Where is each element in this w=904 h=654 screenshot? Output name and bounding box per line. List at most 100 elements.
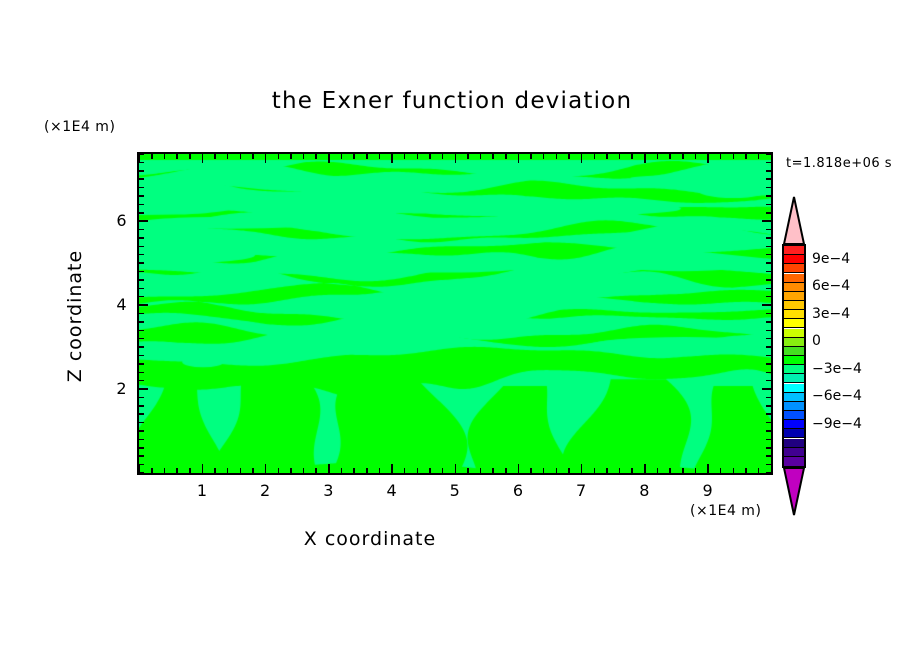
- x-tick-minor: [555, 468, 558, 473]
- y-tick-minor: [139, 203, 144, 206]
- x-tick-minor: [290, 154, 292, 159]
- x-tick-minor: [264, 464, 267, 473]
- colorbar-band: [784, 356, 804, 366]
- x-tick-minor: [226, 468, 229, 473]
- colorbar-band: [784, 337, 804, 347]
- x-tick-minor: [391, 464, 393, 473]
- y-tick-minor: [766, 203, 771, 206]
- x-tick-minor: [618, 154, 621, 159]
- y-tick-minor: [139, 220, 148, 222]
- x-tick-label: 1: [196, 481, 208, 500]
- x-tick-minor: [214, 468, 216, 473]
- x-tick-minor: [682, 468, 684, 473]
- colorbar-band: [784, 411, 804, 421]
- y-tick-minor: [766, 371, 771, 373]
- x-tick-minor: [429, 468, 431, 473]
- x-tick-minor: [745, 468, 747, 473]
- y-tick-label: 4: [116, 295, 127, 315]
- y-tick-minor: [766, 379, 771, 382]
- y-tick-minor: [139, 354, 144, 357]
- x-tick-minor: [366, 468, 368, 473]
- contour-field: [139, 154, 771, 473]
- x-tick-minor: [542, 154, 545, 159]
- x-tick-minor: [555, 154, 558, 159]
- y-tick-minor: [139, 295, 144, 298]
- x-tick-minor: [644, 154, 646, 163]
- x-tick-minor: [315, 468, 317, 473]
- x-tick-minor: [719, 154, 722, 159]
- x-tick-minor: [505, 154, 507, 159]
- x-tick-label: 9: [702, 481, 714, 500]
- y-tick-minor: [766, 270, 771, 273]
- y-tick-minor: [766, 346, 771, 348]
- x-tick-label: 7: [576, 481, 587, 500]
- x-tick-minor: [719, 468, 722, 473]
- y-tick-minor: [139, 170, 144, 172]
- y-tick-minor: [139, 363, 144, 365]
- colorbar-band: [784, 420, 804, 430]
- y-tick-minor: [139, 245, 144, 248]
- x-tick-minor: [593, 154, 596, 159]
- colorbar-band: [784, 328, 804, 338]
- x-tick-minor: [593, 468, 596, 473]
- x-tick-minor: [239, 154, 242, 159]
- colorbar-tick-label: −3e−4: [812, 360, 862, 377]
- y-tick-minor: [766, 354, 771, 357]
- colorbar-band: [784, 346, 804, 356]
- colorbar-band: [784, 438, 804, 448]
- x-tick-minor: [366, 154, 368, 159]
- y-tick-minor: [139, 413, 144, 415]
- x-tick-minor: [770, 464, 772, 473]
- x-tick-minor: [315, 154, 317, 159]
- x-tick-minor: [151, 154, 153, 159]
- x-tick-label: 4: [386, 481, 398, 500]
- x-tick-minor: [378, 468, 381, 473]
- x-tick-minor: [403, 154, 406, 159]
- x-tick-minor: [467, 468, 469, 473]
- y-tick-minor: [762, 220, 771, 222]
- x-tick-minor: [517, 154, 520, 163]
- y-tick-minor: [766, 212, 771, 214]
- x-tick-minor: [644, 464, 646, 473]
- y-tick-minor: [139, 321, 144, 323]
- x-tick-minor: [176, 154, 178, 159]
- y-tick-minor: [766, 396, 771, 399]
- x-tick-minor: [757, 468, 760, 473]
- x-tick-minor: [707, 154, 709, 163]
- y-axis-unit-label: (×1E4 m): [44, 119, 116, 135]
- y-tick-minor: [139, 186, 144, 189]
- y-axis-title: Z coordinate: [64, 249, 86, 383]
- colorbar-bands: [782, 244, 806, 468]
- x-tick-minor: [694, 468, 697, 473]
- x-tick-minor: [580, 154, 583, 163]
- y-tick-minor: [139, 379, 144, 382]
- x-tick-minor: [214, 154, 216, 159]
- colorbar-under-arrow-icon: [782, 467, 806, 516]
- y-tick-minor: [766, 228, 771, 231]
- x-tick-label: 2: [260, 481, 271, 500]
- y-tick-minor: [766, 312, 771, 315]
- y-tick-minor: [766, 438, 771, 441]
- y-tick-minor: [139, 329, 144, 332]
- x-tick-minor: [530, 468, 532, 473]
- y-tick-minor: [766, 245, 771, 248]
- x-tick-minor: [151, 468, 153, 473]
- colorbar-tick-label: 6e−4: [812, 278, 851, 295]
- x-tick-minor: [770, 154, 772, 163]
- colorbar-band: [784, 264, 804, 274]
- y-tick-minor: [766, 170, 771, 172]
- x-tick-minor: [416, 154, 419, 159]
- x-tick-minor: [568, 154, 570, 159]
- x-axis-unit-label: (×1E4 m): [690, 503, 762, 519]
- x-tick-minor: [732, 154, 735, 159]
- x-tick-minor: [707, 464, 709, 473]
- x-tick-minor: [340, 154, 343, 159]
- y-tick-minor: [766, 186, 771, 189]
- x-tick-minor: [505, 468, 507, 473]
- colorbar-band: [784, 301, 804, 311]
- y-tick-minor: [139, 262, 144, 264]
- y-tick-minor: [762, 304, 771, 306]
- y-tick-minor: [766, 463, 771, 466]
- y-tick-minor: [139, 421, 144, 424]
- colorbar-over-arrow-icon: [782, 196, 806, 245]
